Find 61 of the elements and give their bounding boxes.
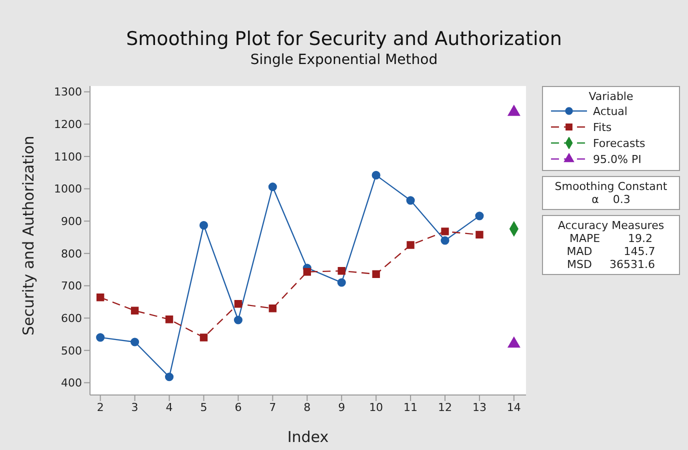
y-tick-label: 700 (61, 280, 82, 293)
y-tick-label: 1300 (54, 86, 82, 99)
point (338, 267, 346, 275)
point (234, 300, 242, 308)
x-axis-title: Index (287, 428, 329, 446)
point (96, 294, 104, 302)
point (200, 334, 208, 342)
legend-label: Forecasts (593, 136, 646, 150)
legend-label: Actual (593, 104, 628, 118)
y-tick-label: 400 (61, 376, 82, 390)
point (337, 278, 346, 287)
text: MAPE 19.2 (568, 232, 654, 245)
point (440, 236, 450, 245)
x-tick-label: 4 (166, 400, 173, 414)
text: Smoothing Constant (554, 180, 668, 193)
point (96, 333, 105, 342)
x-tick-label: 7 (269, 400, 276, 414)
point (234, 316, 242, 324)
point (441, 228, 449, 236)
x-tick-label: 6 (234, 400, 242, 414)
y-tick-label: 1200 (54, 118, 82, 132)
point (475, 212, 484, 220)
point (303, 268, 311, 276)
y-tick-label: 800 (61, 247, 82, 260)
point (199, 221, 208, 230)
y-tick-label: 600 (61, 312, 82, 325)
point (406, 196, 415, 205)
y-tick-label: 1000 (54, 182, 82, 196)
x-tick-label: 10 (369, 400, 384, 414)
y-tick-label: 1100 (54, 150, 82, 164)
legend-label: Fits (593, 120, 612, 134)
point (476, 230, 484, 239)
x-tick-label: 5 (200, 400, 208, 414)
x-tick-label: 14 (506, 400, 521, 414)
point (268, 182, 277, 192)
point (372, 170, 380, 180)
x-tick-label: 13 (472, 400, 486, 414)
y-tick-label: 500 (61, 344, 82, 358)
legend-label: 95.0% PI (593, 152, 642, 166)
y-tick-label: 900 (61, 215, 82, 228)
legend-title: Variable (588, 90, 634, 103)
point (268, 304, 277, 312)
x-tick-label: 2 (96, 400, 104, 414)
chart-title: Smoothing Plot for Security and Authorization (125, 28, 563, 50)
text: MSD 36531.6 (566, 258, 656, 271)
text: α 0.3 (590, 193, 632, 206)
point (164, 372, 174, 382)
point (372, 270, 380, 278)
chart-subtitle: Single Exponential Method (249, 52, 439, 68)
x-tick-label: 3 (131, 400, 138, 414)
point (130, 306, 139, 314)
x-tick-label: 9 (338, 400, 346, 414)
point (165, 316, 174, 324)
x-tick-label: 11 (404, 400, 418, 414)
text: Accuracy Measures (556, 219, 666, 232)
text: MAD 145.7 (566, 245, 656, 258)
x-tick-label: 8 (304, 400, 311, 414)
point (130, 338, 140, 346)
point (406, 241, 414, 249)
x-tick-label: 12 (438, 400, 452, 414)
y-axis-title: Security and Authorization (19, 136, 38, 336)
